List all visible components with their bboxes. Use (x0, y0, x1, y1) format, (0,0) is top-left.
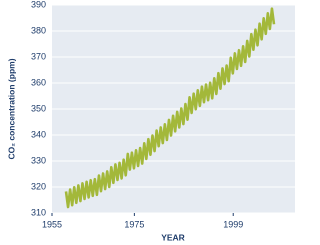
y-tick-label: 310 (31, 207, 46, 217)
data-line (64, 7, 276, 209)
y-tick-label: 340 (31, 129, 46, 139)
y-tick-label: 320 (31, 181, 46, 191)
x-tick-label: 1955 (42, 219, 62, 229)
x-tick-label: 1975 (124, 219, 144, 229)
y-tick-label: 350 (31, 103, 46, 113)
x-axis-title: YEAR (161, 232, 185, 242)
chart: CO₂ concentration (ppm) YEAR 310 320 330 34… (6, 0, 295, 242)
y-tick-label: 390 (31, 0, 46, 9)
y-tick-label: 360 (31, 77, 46, 87)
x-tick-label: 1999 (223, 219, 243, 229)
y-tick-label: 380 (31, 25, 46, 35)
y-tick-label: 370 (31, 51, 46, 61)
y-axis-title: CO₂ concentration (ppm) (6, 58, 16, 159)
y-tick-label: 330 (31, 155, 46, 165)
